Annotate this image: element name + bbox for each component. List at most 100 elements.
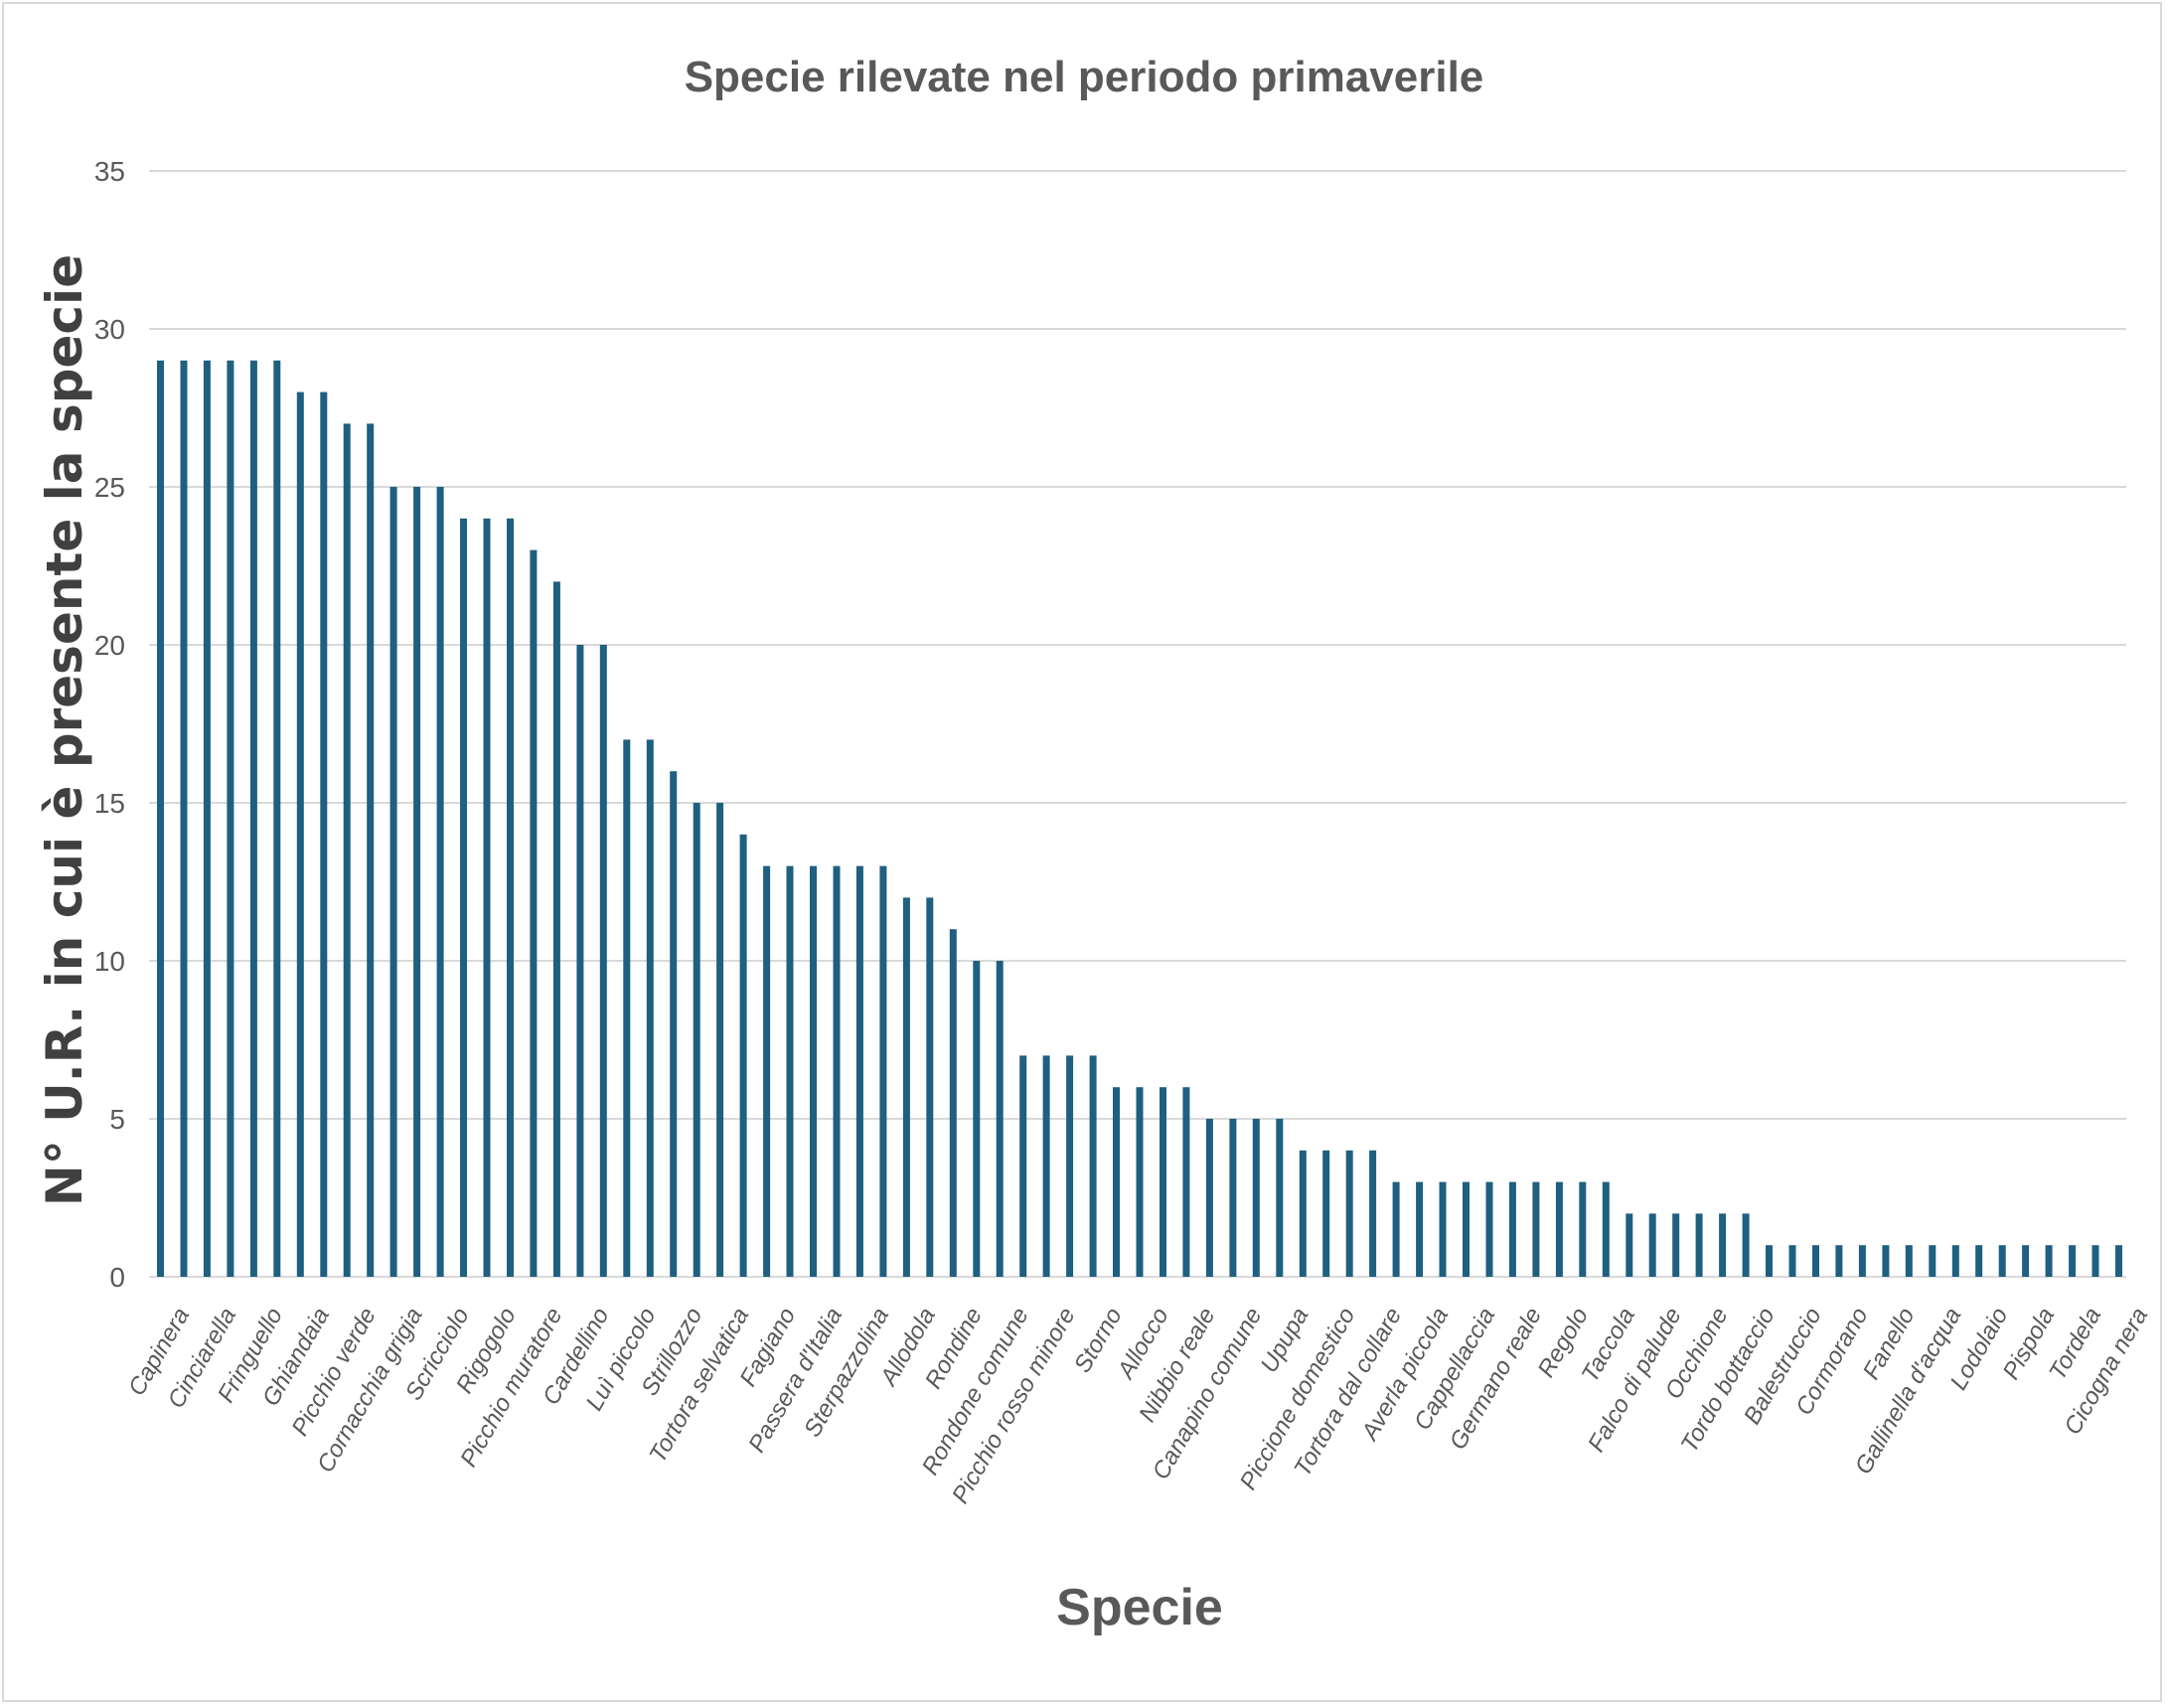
bar	[552, 581, 560, 1277]
bar	[296, 391, 304, 1278]
bar	[320, 391, 328, 1278]
bar	[1602, 1181, 1610, 1277]
bar	[227, 360, 234, 1277]
bar	[180, 360, 188, 1277]
bar	[249, 360, 257, 1277]
bar	[1392, 1181, 1400, 1277]
bar	[203, 360, 211, 1277]
bar	[389, 487, 397, 1277]
bar	[739, 834, 747, 1277]
bar	[670, 771, 678, 1277]
bar	[1113, 1087, 1120, 1277]
bar	[763, 865, 771, 1277]
bar	[1555, 1181, 1563, 1277]
chart-title: Specie rilevate nel periodo primaverile	[685, 53, 1484, 101]
bar	[1858, 1245, 1866, 1277]
y-tick-label: 20	[94, 630, 125, 661]
bar	[1182, 1087, 1190, 1277]
bar	[1066, 1055, 1074, 1277]
bar	[1160, 1087, 1166, 1277]
bar	[460, 518, 467, 1277]
bar	[157, 360, 164, 1277]
bar	[1672, 1213, 1680, 1277]
bar	[879, 865, 887, 1277]
bar	[693, 803, 700, 1277]
bar	[1276, 1119, 1284, 1277]
bar	[343, 423, 351, 1277]
bar	[1229, 1119, 1237, 1277]
bar	[1485, 1181, 1493, 1277]
y-axis-ticks: 0 5 10 15 20 25 30 35	[94, 156, 125, 1293]
bar	[2069, 1245, 2077, 1277]
bar	[1766, 1245, 1773, 1277]
bar	[902, 897, 910, 1277]
bar	[530, 549, 538, 1277]
bar	[646, 739, 654, 1277]
x-axis-ticks: CapineraCinciarellaFringuelloGhiandaiaPi…	[123, 1304, 2153, 1508]
y-tick-label: 10	[94, 946, 125, 977]
y-axis-title: N° U.R. in cui è presente la specie	[36, 254, 93, 1206]
bar	[483, 518, 491, 1277]
bar	[1322, 1150, 1330, 1277]
bar	[1579, 1181, 1587, 1277]
bar	[1205, 1119, 1213, 1277]
bar	[2115, 1245, 2122, 1277]
bar	[1998, 1245, 2006, 1277]
y-tick-label: 0	[109, 1262, 125, 1293]
bar	[786, 865, 794, 1277]
y-tick-label: 25	[94, 472, 125, 503]
bar	[810, 865, 817, 1277]
bar	[1905, 1245, 1913, 1277]
bar	[926, 897, 934, 1277]
bar	[1345, 1150, 1353, 1277]
y-tick-label: 30	[94, 314, 125, 345]
bar	[1019, 1055, 1027, 1277]
bar	[1929, 1245, 1936, 1277]
bar	[599, 645, 607, 1277]
bar	[1951, 1245, 1959, 1277]
bar	[1882, 1245, 1890, 1277]
bar	[623, 739, 631, 1277]
bar	[1439, 1181, 1447, 1277]
bar	[1975, 1245, 1983, 1277]
bar	[576, 645, 584, 1277]
bar	[1532, 1181, 1540, 1277]
bar	[1719, 1213, 1727, 1277]
gridlines	[149, 170, 2126, 1278]
bar	[436, 487, 444, 1277]
x-axis-title: Specie	[1056, 1579, 1223, 1636]
bar	[973, 961, 981, 1277]
bars	[157, 360, 2122, 1278]
bar	[1089, 1055, 1097, 1277]
bar	[996, 961, 1004, 1277]
bar	[855, 865, 863, 1277]
bar	[949, 929, 957, 1277]
bar	[716, 803, 724, 1277]
bar	[833, 865, 841, 1277]
bar	[1252, 1119, 1260, 1277]
bar	[1463, 1181, 1470, 1277]
bar	[507, 518, 514, 1277]
bar	[1369, 1150, 1377, 1277]
bar	[1136, 1087, 1144, 1277]
bar	[1508, 1181, 1516, 1277]
bar	[1626, 1213, 1633, 1277]
bar	[1695, 1213, 1703, 1277]
bar	[1788, 1245, 1796, 1277]
bar	[1812, 1245, 1819, 1277]
bar	[1648, 1213, 1656, 1277]
bar	[273, 360, 281, 1277]
bar	[2045, 1245, 2053, 1277]
bar	[413, 487, 421, 1277]
bar	[367, 423, 375, 1277]
bar	[2091, 1245, 2099, 1277]
bar	[1299, 1150, 1307, 1277]
bar	[1416, 1181, 1424, 1277]
bar	[1742, 1213, 1750, 1277]
y-tick-label: 35	[94, 156, 125, 187]
bar	[2022, 1245, 2030, 1277]
y-tick-label: 15	[94, 788, 125, 819]
y-tick-label: 5	[109, 1104, 125, 1135]
